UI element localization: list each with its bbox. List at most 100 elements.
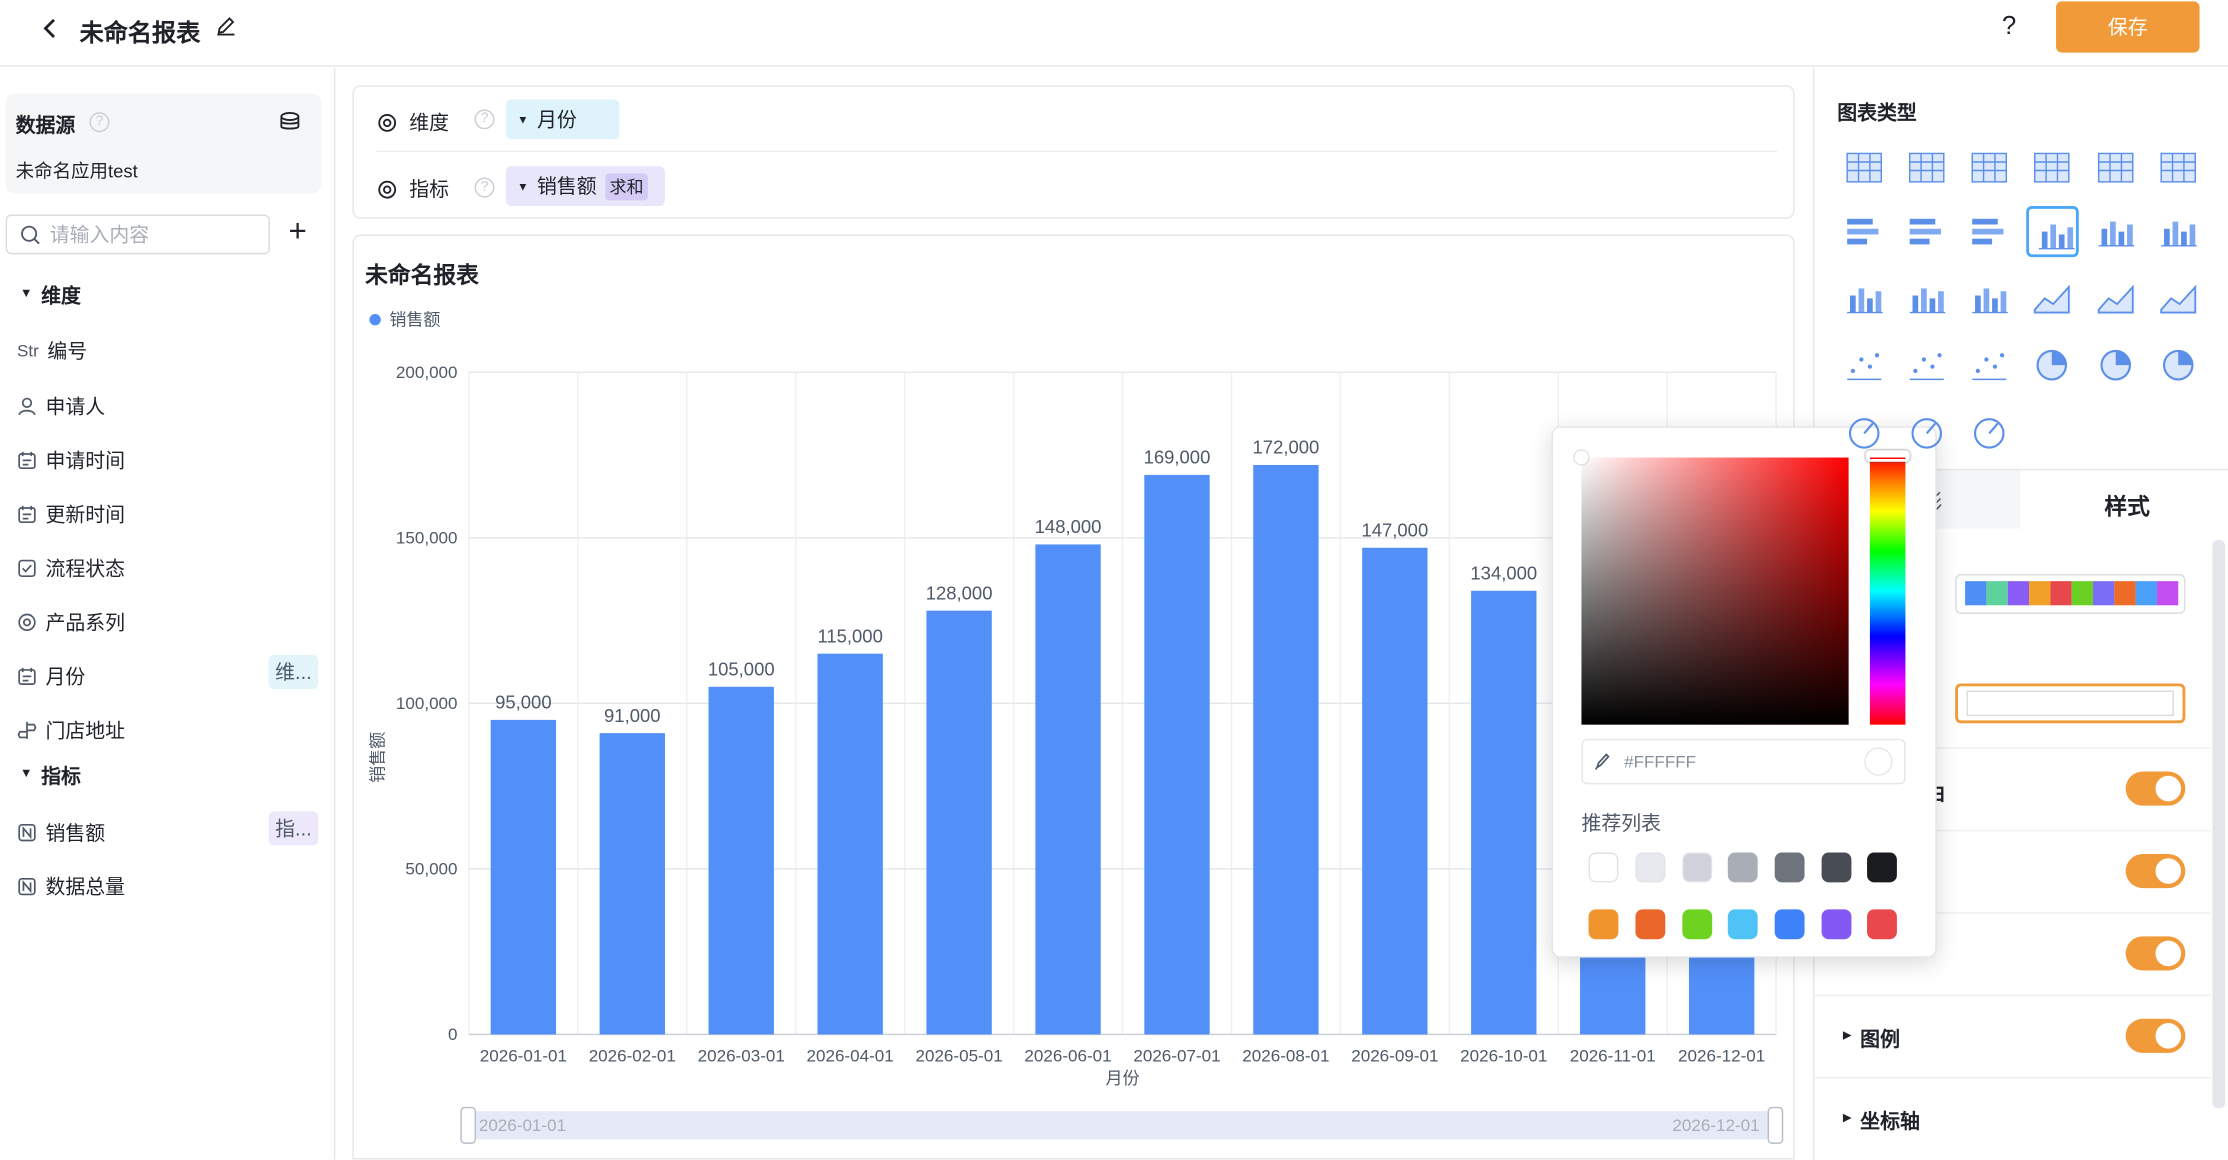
funnel-icon[interactable] bbox=[2030, 345, 2073, 385]
tab-style-label: 样式 bbox=[2104, 495, 2150, 521]
metric-help-icon[interactable]: ? bbox=[474, 177, 495, 198]
hue-handle[interactable] bbox=[1865, 450, 1910, 462]
color-swatch[interactable] bbox=[1821, 852, 1852, 883]
search-icon bbox=[21, 224, 40, 244]
metric-pill[interactable]: ▼ 销售额 求和 bbox=[505, 166, 665, 207]
field-item-update-time[interactable]: 更新时间 bbox=[17, 500, 125, 528]
database-icon[interactable] bbox=[278, 111, 304, 141]
data-label: 147,000 bbox=[1361, 519, 1428, 540]
field-item-sales[interactable]: 销售额 bbox=[17, 818, 105, 846]
color-swatch[interactable] bbox=[1588, 852, 1619, 883]
percent-area-icon[interactable] bbox=[1843, 345, 1886, 385]
field-item-apply-time[interactable]: 申请时间 bbox=[17, 446, 125, 474]
legend-toggle[interactable] bbox=[2125, 1018, 2186, 1053]
field-item-total-count[interactable]: 数据总量 bbox=[17, 872, 125, 900]
column-chart-icon[interactable] bbox=[2026, 206, 2079, 258]
hue-slider[interactable] bbox=[1869, 457, 1906, 725]
gauge-icon[interactable] bbox=[1968, 411, 2011, 451]
legend-section[interactable]: ▶ 图例 bbox=[1843, 1024, 1900, 1052]
tab-style[interactable] bbox=[2020, 468, 2228, 529]
stacked-area-icon[interactable] bbox=[2157, 278, 2200, 318]
field-item-flow-status[interactable]: 流程状态 bbox=[17, 554, 125, 582]
toggle-switch[interactable] bbox=[2125, 771, 2186, 806]
add-field-button[interactable]: + bbox=[288, 213, 307, 249]
color-swatch[interactable] bbox=[1682, 852, 1713, 883]
dimension-pill[interactable]: ▼ 月份 bbox=[505, 99, 620, 140]
zoom-slider-track[interactable] bbox=[468, 1111, 1777, 1140]
divider bbox=[376, 150, 1778, 153]
aggregation-tag[interactable]: 求和 bbox=[605, 172, 648, 200]
color-swatch[interactable] bbox=[1727, 909, 1758, 940]
saturation-handle[interactable] bbox=[1574, 450, 1589, 465]
palette-swatch bbox=[2114, 581, 2136, 606]
metric-label: 指标 bbox=[409, 177, 450, 201]
sunburst-icon[interactable] bbox=[1905, 411, 1948, 451]
stacked-bar-horizontal-icon[interactable] bbox=[1905, 212, 1948, 252]
zoom-handle-right[interactable] bbox=[1767, 1106, 1784, 1144]
scatter-icon[interactable] bbox=[1905, 345, 1948, 385]
field-item-month[interactable]: 月份 bbox=[17, 662, 85, 690]
metric-group-header[interactable]: ▼ 指标 bbox=[20, 762, 81, 790]
field-item-applicant[interactable]: 申请人 bbox=[17, 392, 105, 420]
current-color-swatch bbox=[1864, 747, 1893, 776]
donut-chart-icon[interactable] bbox=[2157, 345, 2200, 385]
bar bbox=[1362, 547, 1428, 1035]
pie-chart-icon[interactable] bbox=[2094, 345, 2137, 385]
stacked-column-icon[interactable] bbox=[2094, 212, 2137, 252]
toggle-switch[interactable] bbox=[2125, 853, 2186, 889]
waterfall-icon[interactable] bbox=[1905, 278, 1948, 318]
help-icon[interactable]: ? bbox=[2002, 11, 2017, 40]
color-swatch[interactable] bbox=[1682, 909, 1713, 940]
datasource-help-icon[interactable]: ? bbox=[89, 112, 110, 133]
combo-chart-icon[interactable] bbox=[1968, 278, 2011, 318]
zoom-handle-left[interactable] bbox=[460, 1106, 477, 1144]
table-icon[interactable] bbox=[1843, 148, 1886, 188]
hex-input[interactable] bbox=[1581, 738, 1906, 785]
radar-icon[interactable] bbox=[1843, 411, 1886, 451]
line-chart-icon[interactable] bbox=[2030, 278, 2073, 318]
percent-column-icon[interactable] bbox=[2157, 212, 2200, 252]
map-icon[interactable] bbox=[2157, 148, 2200, 188]
field-search-input[interactable]: 请输入内容 bbox=[5, 214, 270, 255]
color-swatch[interactable] bbox=[1635, 852, 1666, 883]
toggle-switch[interactable] bbox=[2125, 936, 2186, 971]
color-preview bbox=[1966, 690, 2174, 717]
color-swatch[interactable] bbox=[1867, 909, 1897, 940]
percent-bar-horizontal-icon[interactable] bbox=[1968, 212, 2011, 252]
save-button[interactable]: 保存 bbox=[2056, 1, 2200, 53]
datasource-box bbox=[5, 93, 322, 194]
timeline-icon[interactable] bbox=[1968, 345, 2011, 385]
axis-section[interactable]: ▶ 坐标轴 bbox=[1843, 1107, 1920, 1135]
histogram-icon[interactable] bbox=[1843, 278, 1886, 318]
hex-value: #FFFFFF bbox=[1624, 751, 1697, 772]
dim-group-header[interactable]: ▼ 维度 bbox=[20, 281, 81, 309]
color-swatch[interactable] bbox=[1774, 852, 1805, 883]
color-swatch[interactable] bbox=[1635, 909, 1666, 940]
color-swatch[interactable] bbox=[1774, 909, 1805, 940]
saturation-area[interactable] bbox=[1581, 457, 1849, 725]
color-input[interactable] bbox=[1955, 683, 2186, 724]
right-scrollbar[interactable] bbox=[2212, 539, 2226, 1109]
field-item-store-address[interactable]: 门店地址 bbox=[17, 716, 125, 744]
pivot-table-icon[interactable] bbox=[1968, 148, 2011, 188]
metric-used-tag: 指... bbox=[268, 811, 319, 846]
bar-horizontal-icon[interactable] bbox=[1843, 212, 1886, 252]
app-name: 未命名应用test bbox=[15, 160, 138, 182]
back-icon[interactable] bbox=[37, 14, 65, 42]
field-item-id[interactable]: Str 编号 bbox=[17, 337, 87, 365]
color-swatch[interactable] bbox=[1821, 909, 1852, 940]
color-swatch[interactable] bbox=[1727, 852, 1758, 883]
eyedropper-icon[interactable] bbox=[1594, 750, 1611, 777]
list-table-icon[interactable] bbox=[1905, 148, 1948, 188]
palette-swatch bbox=[2156, 581, 2179, 606]
dimension-help-icon[interactable]: ? bbox=[474, 109, 495, 130]
number-card-icon[interactable] bbox=[2094, 148, 2137, 188]
color-swatch[interactable] bbox=[1588, 909, 1619, 940]
area-chart-icon[interactable] bbox=[2094, 278, 2137, 318]
card-icon[interactable] bbox=[2030, 148, 2073, 188]
palette-select[interactable] bbox=[1955, 574, 2186, 614]
edit-title-icon[interactable] bbox=[216, 16, 236, 36]
field-item-product-series[interactable]: 产品系列 bbox=[17, 608, 125, 636]
chart-legend[interactable]: 销售额 bbox=[369, 307, 441, 331]
color-swatch[interactable] bbox=[1867, 852, 1897, 883]
